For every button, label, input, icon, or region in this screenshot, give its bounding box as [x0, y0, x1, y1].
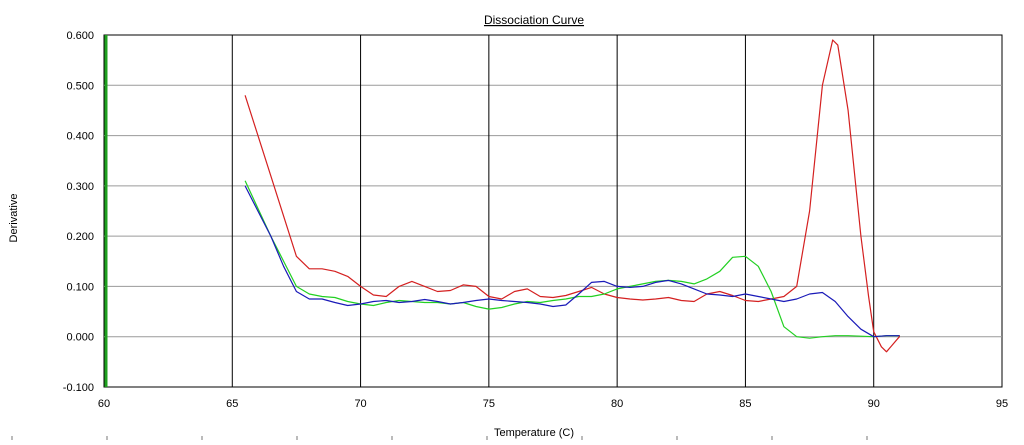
series-line-3 — [244, 185, 900, 338]
series-line-2 — [244, 180, 900, 339]
x-tick-label: 70 — [354, 398, 366, 410]
y-tick-label: 0.600 — [66, 30, 94, 42]
x-tick-label: 80 — [611, 398, 623, 410]
y-tick-label: 0.000 — [66, 332, 94, 344]
x-tick-label: 75 — [483, 398, 495, 410]
series-line-1 — [244, 39, 901, 353]
chart-title: Dissociation Curve — [484, 13, 584, 27]
plot-frame — [103, 34, 1003, 388]
y-tick-label: 0.100 — [66, 281, 94, 293]
y-tick-label: 0.400 — [66, 131, 94, 143]
y-axis-title: Derivative — [8, 194, 20, 243]
plot-area: -0.100 0.000 0.100 0.200 0.300 0.400 0.500 0.60… — [11, 30, 1008, 440]
x-tick-label: 65 — [226, 398, 238, 410]
x-tick-label: 60 — [98, 398, 110, 410]
x-tick-label: 90 — [868, 398, 880, 410]
x-tick-label: 85 — [739, 398, 751, 410]
x-axis-title: Temperature (C) — [494, 427, 574, 439]
y-tick-label: -0.100 — [63, 382, 94, 394]
y-tick-label: 0.500 — [66, 80, 94, 92]
y-tick-label: 0.200 — [66, 231, 94, 243]
x-tick-label: 95 — [996, 398, 1008, 410]
y-tick-label: 0.300 — [66, 181, 94, 193]
